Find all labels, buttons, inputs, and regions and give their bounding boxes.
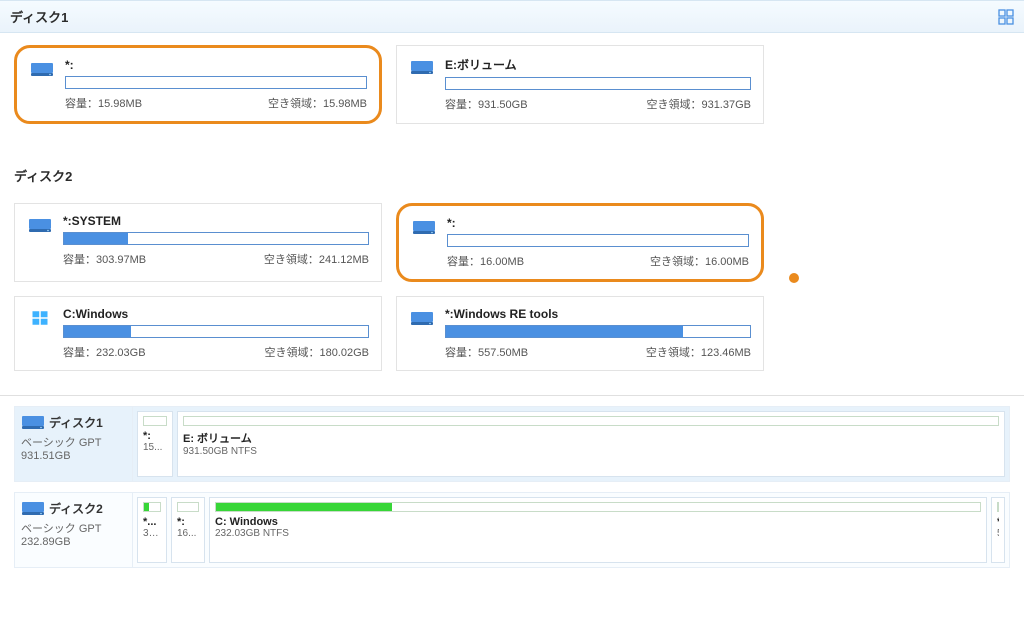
layout-grid-icon[interactable] — [998, 9, 1014, 25]
partition-label: C: Windows — [215, 516, 981, 528]
disk-meta: ディスク1 ベーシック GPT 931.51GB — [15, 407, 133, 481]
usage-bar — [63, 232, 369, 245]
disk1-title: ディスク1 — [10, 7, 68, 26]
volume-card[interactable]: *: 容量：16.00MB 空き領域：16.00MB — [396, 203, 764, 282]
disk-name: ディスク1 — [49, 414, 103, 431]
partition-usage-bar — [143, 416, 167, 426]
volume-capacity: 容量：931.50GB — [445, 96, 528, 112]
disk-name: ディスク2 — [49, 500, 103, 517]
partition-label: *... — [143, 516, 161, 528]
usage-bar — [445, 325, 751, 338]
partition-size: 16... — [177, 528, 199, 539]
volume-card[interactable]: *:Windows RE tools 容量：557.50MB 空き領域：123.… — [396, 296, 764, 371]
volume-name: E:ボリューム — [445, 56, 751, 73]
partition-usage-bar — [183, 416, 999, 426]
volume-name: *:SYSTEM — [63, 214, 369, 228]
volume-name: *: — [65, 58, 367, 72]
usage-bar — [445, 77, 751, 90]
partition-size: 15... — [143, 442, 167, 453]
volume-free: 空き領域：123.46MB — [646, 344, 751, 360]
volume-name: *:Windows RE tools — [445, 307, 751, 321]
disk-row[interactable]: ディスク1 ベーシック GPT 931.51GB *: 15... E: ボリュ… — [14, 406, 1010, 482]
usage-bar — [65, 76, 367, 89]
partition-label: *: — [143, 430, 167, 442]
partition-usage-bar — [143, 502, 161, 512]
volume-free: 空き領域：931.37GB — [646, 96, 751, 112]
partition-label: E: ボリューム — [183, 430, 999, 446]
partition-usage-bar — [177, 502, 199, 512]
highlight-dot — [789, 273, 799, 283]
drive-icon — [21, 499, 45, 520]
usage-bar — [63, 325, 369, 338]
partition-label: * — [997, 516, 999, 528]
partition-map-area: ディスク1 ベーシック GPT 931.51GB *: 15... E: ボリュ… — [0, 395, 1024, 584]
disk-size: 232.89GB — [21, 536, 126, 548]
volume-capacity: 容量：232.03GB — [63, 344, 146, 360]
volume-card[interactable]: *: 容量：15.98MB 空き領域：15.98MB — [14, 45, 382, 124]
volume-capacity: 容量：16.00MB — [447, 253, 524, 269]
disk2-title: ディスク2 — [0, 148, 1024, 191]
volume-name: C:Windows — [63, 307, 369, 321]
disk-meta: ディスク2 ベーシック GPT 232.89GB — [15, 493, 133, 567]
volume-free: 空き領域：241.12MB — [264, 251, 369, 267]
drive-icon — [411, 216, 437, 269]
partition-size: 232.03GB NTFS — [215, 528, 981, 539]
disk-row[interactable]: ディスク2 ベーシック GPT 232.89GB *... 30... *: 1… — [14, 492, 1010, 568]
volume-name: *: — [447, 216, 749, 230]
partition-block[interactable]: C: Windows 232.03GB NTFS — [209, 497, 987, 563]
volume-free: 空き領域：180.02GB — [264, 344, 369, 360]
drive-icon — [21, 413, 45, 434]
partition-strip: *... 30... *: 16... C: Windows 232.03GB … — [133, 493, 1009, 567]
drive-icon — [409, 56, 435, 113]
partition-label: *: — [177, 516, 199, 528]
volume-card[interactable]: C:Windows 容量：232.03GB 空き領域：180.02GB — [14, 296, 382, 371]
disk1-volume-list: *: 容量：15.98MB 空き領域：15.98MB E:ボリューム — [0, 33, 1024, 148]
drive-icon — [409, 307, 435, 360]
disk2-volume-list: *:SYSTEM 容量：303.97MB 空き領域：241.12MB *: — [0, 191, 1024, 395]
usage-bar-fill — [64, 233, 128, 244]
volume-capacity: 容量：15.98MB — [65, 95, 142, 111]
volume-capacity: 容量：557.50MB — [445, 344, 528, 360]
partition-size: 30... — [143, 528, 161, 539]
volume-card[interactable]: *:SYSTEM 容量：303.97MB 空き領域：241.12MB — [14, 203, 382, 282]
disk-type: ベーシック GPT — [21, 434, 126, 450]
volume-free: 空き領域：15.98MB — [268, 95, 367, 111]
partition-block[interactable]: E: ボリューム 931.50GB NTFS — [177, 411, 1005, 477]
disk-type: ベーシック GPT — [21, 520, 126, 536]
disk-size: 931.51GB — [21, 450, 126, 462]
disk1-header: ディスク1 — [0, 0, 1024, 33]
partition-usage-bar — [997, 502, 999, 512]
partition-size: 5. — [997, 528, 999, 539]
partition-block[interactable]: *: 15... — [137, 411, 173, 477]
partition-block[interactable]: * 5. — [991, 497, 1005, 563]
usage-bar — [447, 234, 749, 247]
usage-bar-fill — [64, 326, 131, 337]
drive-icon — [27, 214, 53, 271]
volume-free: 空き領域：16.00MB — [650, 253, 749, 269]
drive-icon — [29, 58, 55, 111]
partition-strip: *: 15... E: ボリューム 931.50GB NTFS — [133, 407, 1009, 481]
volume-capacity: 容量：303.97MB — [63, 251, 146, 267]
windows-icon — [27, 307, 53, 360]
partition-usage-bar — [215, 502, 981, 512]
usage-bar-fill — [446, 326, 683, 337]
partition-block[interactable]: *... 30... — [137, 497, 167, 563]
volume-card[interactable]: E:ボリューム 容量：931.50GB 空き領域：931.37GB — [396, 45, 764, 124]
partition-size: 931.50GB NTFS — [183, 446, 999, 457]
partition-block[interactable]: *: 16... — [171, 497, 205, 563]
